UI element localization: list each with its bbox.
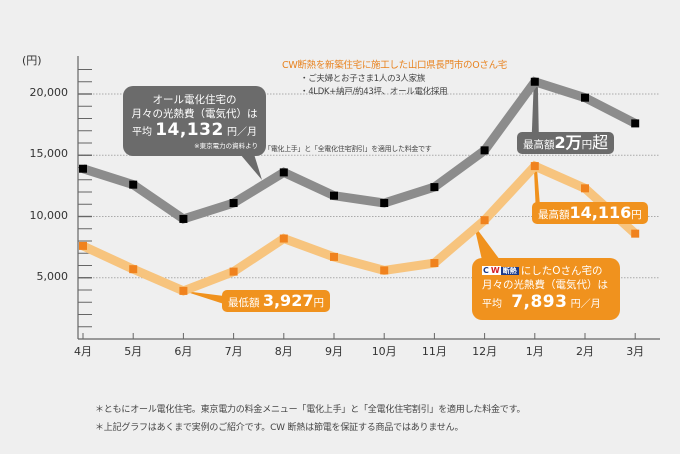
- orange-max-value: 14,116: [569, 203, 632, 222]
- gray-bubble-prefix: 平均: [132, 127, 152, 138]
- orange-bubble-line1: C W 断熱 にしたOさん宅の: [482, 264, 620, 278]
- orange-max-label: 最高額14,116円: [532, 202, 648, 224]
- chart-title: CW断熱を新築住宅に施工した山口県長門市のOさん宅: [282, 60, 508, 71]
- cw-house-point: [330, 252, 338, 261]
- orange-max-text: 最高額: [538, 209, 570, 221]
- chart-subtitle-2: ・4LDK+納戸/約43坪、オール電化採用: [300, 87, 448, 97]
- gray-max-suffix: 超: [592, 133, 609, 152]
- x-tick-label: 7月: [224, 345, 243, 358]
- x-tick-label: 3月: [626, 345, 645, 358]
- all-electric-point: [480, 146, 489, 155]
- orange-bubble-value: 7,893: [511, 292, 568, 312]
- orange-max-unit: 円: [631, 209, 642, 221]
- all-electric-line: [81, 76, 638, 224]
- orange-min-label: 最低額 3,927円: [222, 290, 330, 312]
- logo-dannetsu: 断熱: [500, 267, 519, 275]
- gray-max-text: 最高額: [523, 139, 555, 151]
- series-group: [79, 76, 640, 296]
- all-electric-point: [330, 191, 338, 200]
- footnote-1: ＊ともにオール電化住宅。東京電力の料金メニュー「電化上手」と「全電化住宅割引」を…: [95, 405, 526, 415]
- gray-bubble-value: 14,132: [155, 120, 224, 140]
- cw-dannetsu-logo: C W 断熱: [482, 266, 519, 276]
- all-electric-point: [179, 214, 188, 223]
- orange-average-bubble: C W 断熱 にしたOさん宅の 月々の光熱費（電気代）は 平均 7,893 円／月: [472, 258, 620, 320]
- gray-average-bubble: オール電化住宅の 月々の光熱費（電気代）は 平均 14,132 円／月 ※東京電…: [123, 86, 266, 156]
- cw-house-line: [81, 160, 639, 296]
- orange-min-text: 最低額: [228, 297, 260, 309]
- all-electric-point: [581, 93, 589, 102]
- axes: [77, 56, 660, 340]
- cw-house-point: [430, 259, 439, 268]
- all-electric-point: [129, 180, 138, 189]
- chart-subtitle-1: ・ご夫婦とお子さま1人の3人家族: [300, 74, 426, 84]
- x-tick-label: 8月: [274, 345, 293, 358]
- gray-bubble-unit: 円／月: [226, 127, 257, 138]
- callout-pointers: [183, 81, 540, 304]
- y-axis-unit: (円): [22, 54, 42, 67]
- gray-bubble-average: 平均 14,132 円／月: [123, 121, 266, 142]
- cw-house-point: [581, 184, 589, 193]
- cw-house-point: [129, 265, 138, 274]
- x-tick-label: 2月: [576, 345, 594, 358]
- x-tick-label: 1月: [525, 345, 544, 358]
- x-tick-label: 4月: [74, 345, 92, 358]
- cw-house-point: [631, 229, 640, 238]
- gray-max-value: 2万: [554, 133, 582, 152]
- gray-max-unit: 円: [581, 139, 593, 151]
- gray-bubble-pointer: [240, 154, 262, 180]
- y-tick-label: 10,000: [29, 208, 69, 222]
- gray-bubble-line2: 月々の光熱費（電気代）は: [131, 108, 258, 120]
- orange-min-value: 3,927: [262, 291, 314, 310]
- cw-house-point: [480, 216, 489, 225]
- x-tick-label: 6月: [174, 345, 193, 358]
- rate-note: 「電化上手」と「全電化住宅割引」を適用した料金です: [264, 145, 432, 153]
- all-electric-point: [380, 199, 389, 208]
- all-electric-point: [79, 164, 87, 173]
- orange-bubble-line1-text: にしたOさん宅の: [520, 265, 603, 277]
- orange-min-pointer: [183, 290, 224, 304]
- x-tick-label: 10月: [371, 345, 397, 358]
- cw-house-point: [179, 286, 188, 295]
- all-electric-point: [279, 168, 288, 177]
- gray-max-pointer: [531, 81, 539, 134]
- gray-bubble-source: ※東京電力の資料より: [194, 142, 258, 150]
- cw-house-point: [229, 267, 238, 276]
- footnote-2: ＊上記グラフはあくまで実例のご紹介です。CW 断熱は節電を保証する商品ではありま…: [95, 423, 464, 433]
- cw-house-point: [279, 234, 288, 243]
- cw-house-point: [380, 266, 389, 275]
- y-tick-label: 15,000: [29, 147, 69, 161]
- logo-w: W: [489, 266, 501, 275]
- cw-house-point: [530, 162, 539, 171]
- y-tick-label: 5,000: [36, 269, 69, 283]
- orange-bubble-prefix: 平均: [482, 299, 502, 310]
- x-tick-label: 5月: [124, 345, 143, 358]
- all-electric-point: [530, 77, 539, 86]
- y-tick-label: 20,000: [29, 86, 69, 99]
- logo-c: C: [482, 266, 490, 275]
- orange-bubble-pointer: [474, 225, 500, 260]
- x-tick-label: 11月: [421, 345, 447, 358]
- x-tick-label: 12月: [472, 345, 498, 358]
- x-tick-label: 9月: [325, 345, 343, 358]
- orange-bubble-line2: 月々の光熱費（電気代）は: [482, 279, 608, 291]
- all-electric-point: [229, 199, 238, 208]
- orange-bubble-average: 平均 7,893 円／月: [482, 292, 620, 315]
- gray-max-label: 最高額2万円超: [517, 132, 615, 154]
- orange-bubble-unit: 円／月: [570, 299, 601, 310]
- all-electric-point: [631, 119, 640, 128]
- gray-bubble-line1: オール電化住宅の: [152, 94, 237, 106]
- orange-min-unit: 円: [313, 297, 324, 309]
- all-electric-point: [430, 183, 439, 192]
- cw-house-point: [79, 241, 87, 250]
